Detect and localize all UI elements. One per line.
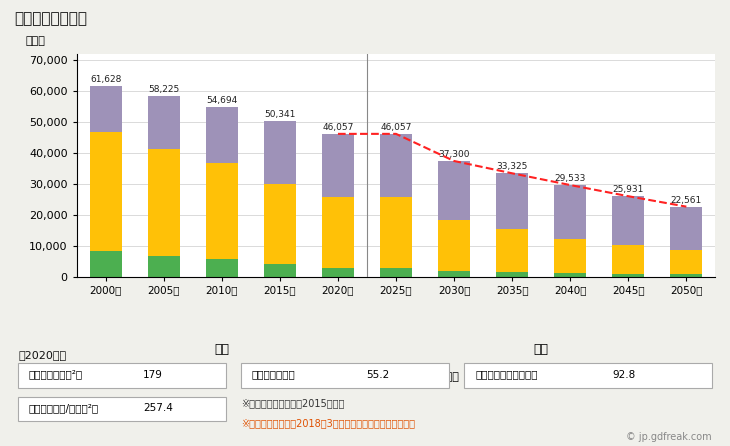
Text: 33,325: 33,325	[496, 162, 528, 171]
Text: 50,341: 50,341	[264, 110, 296, 119]
Text: 総面積（ﾌ･ｭ²）: 総面積（ﾌ･ｭ²）	[28, 370, 82, 380]
Text: © jp.gdfreak.com: © jp.gdfreak.com	[626, 432, 712, 442]
Bar	[322, 134, 354, 197]
Text: 人口密度（人/ﾌ･ｭ²）: 人口密度（人/ﾌ･ｭ²）	[28, 403, 99, 413]
Bar	[90, 86, 122, 132]
Bar	[380, 268, 412, 277]
FancyBboxPatch shape	[241, 363, 449, 388]
Bar	[322, 268, 354, 277]
Bar	[206, 107, 238, 162]
Text: ※昼夜間人口比率のみ2015年時点: ※昼夜間人口比率のみ2015年時点	[241, 398, 345, 408]
Text: 46,057: 46,057	[322, 123, 353, 132]
Bar	[612, 196, 645, 245]
Bar	[206, 162, 238, 260]
Bar	[264, 184, 296, 264]
Text: 37,300: 37,300	[438, 150, 470, 159]
Bar	[554, 273, 586, 277]
Bar	[264, 264, 296, 277]
Bar	[147, 256, 180, 277]
FancyBboxPatch shape	[464, 363, 712, 388]
Bar	[496, 272, 528, 277]
Bar	[380, 197, 412, 268]
Bar	[670, 250, 702, 274]
Text: 実績: 実績	[215, 343, 229, 356]
FancyBboxPatch shape	[18, 397, 226, 421]
Text: 25,931: 25,931	[612, 186, 644, 194]
Bar	[264, 120, 296, 184]
Text: 昼夜間人口比率（％）: 昼夜間人口比率（％）	[476, 370, 539, 380]
Bar	[612, 274, 645, 277]
Bar	[438, 161, 470, 219]
Text: 61,628: 61,628	[90, 75, 121, 84]
Bar	[438, 271, 470, 277]
Text: （人）: （人）	[26, 36, 45, 45]
Text: 29,533: 29,533	[555, 174, 586, 183]
Text: 志摩市の人口推移: 志摩市の人口推移	[15, 11, 88, 26]
Text: 92.8: 92.8	[612, 370, 636, 380]
Bar	[147, 96, 180, 149]
Text: 55.2: 55.2	[366, 370, 389, 380]
Bar	[496, 173, 528, 229]
Bar	[322, 197, 354, 268]
Text: 54,694: 54,694	[206, 96, 237, 105]
Bar	[496, 229, 528, 272]
Bar	[147, 149, 180, 256]
Text: 179: 179	[143, 370, 163, 380]
Bar	[206, 260, 238, 277]
Text: 平均年齢（歳）: 平均年齢（歳）	[251, 370, 295, 380]
Bar	[670, 206, 702, 250]
Text: 257.4: 257.4	[143, 403, 173, 413]
Bar	[670, 274, 702, 277]
Bar	[380, 134, 412, 197]
Legend: 0～14歳, 15～64歳, 65歳以上, 年齢不詳: 0～14歳, 15～64歳, 65歳以上, 年齢不詳	[274, 367, 518, 386]
Text: 22,561: 22,561	[671, 196, 702, 205]
Bar	[554, 239, 586, 273]
Text: 46,057: 46,057	[380, 123, 412, 132]
Bar	[90, 251, 122, 277]
FancyBboxPatch shape	[18, 363, 226, 388]
Text: 予測: 予測	[534, 343, 549, 356]
Text: 58,225: 58,225	[148, 85, 180, 94]
Bar	[554, 185, 586, 239]
Bar	[438, 219, 470, 271]
Text: ※図中の点線は前回2018年3月公表の「将来人口推計」の値: ※図中の点線は前回2018年3月公表の「将来人口推計」の値	[241, 418, 415, 428]
Bar	[90, 132, 122, 251]
Text: 《2020年》: 《2020年》	[18, 350, 66, 360]
Bar	[612, 245, 645, 274]
